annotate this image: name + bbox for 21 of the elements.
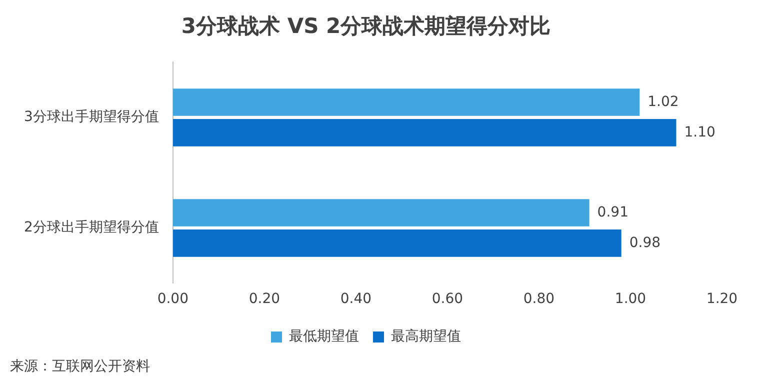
- bar: [172, 88, 640, 116]
- y-tick-label: 3分球出手期望得分值: [24, 109, 159, 126]
- data-label: 1.02: [648, 94, 679, 110]
- x-tick-label: 1.20: [706, 291, 738, 308]
- chart-title: 3分球战术 VS 2分球战术期望得分对比: [181, 14, 551, 38]
- x-tick-label: 0.00: [157, 291, 188, 308]
- x-tick-label: 0.60: [432, 291, 464, 308]
- legend-label: 最高期望值: [391, 328, 461, 345]
- x-tick-label: 0.80: [523, 291, 555, 308]
- bar: [172, 229, 622, 257]
- x-tick-label: 0.40: [340, 291, 372, 308]
- y-tick-label: 2分球出手期望得分值: [24, 220, 159, 236]
- legend-label: 最低期望值: [289, 328, 359, 345]
- bar: [172, 118, 676, 146]
- data-label: 0.98: [629, 234, 661, 251]
- x-tick-label: 1.00: [614, 291, 646, 308]
- data-label: 0.91: [597, 204, 628, 220]
- bar: [172, 199, 590, 226]
- data-label: 1.10: [684, 124, 716, 140]
- x-tick-label: 0.20: [248, 291, 280, 308]
- source-note: 来源：互联网公开资料: [10, 358, 150, 375]
